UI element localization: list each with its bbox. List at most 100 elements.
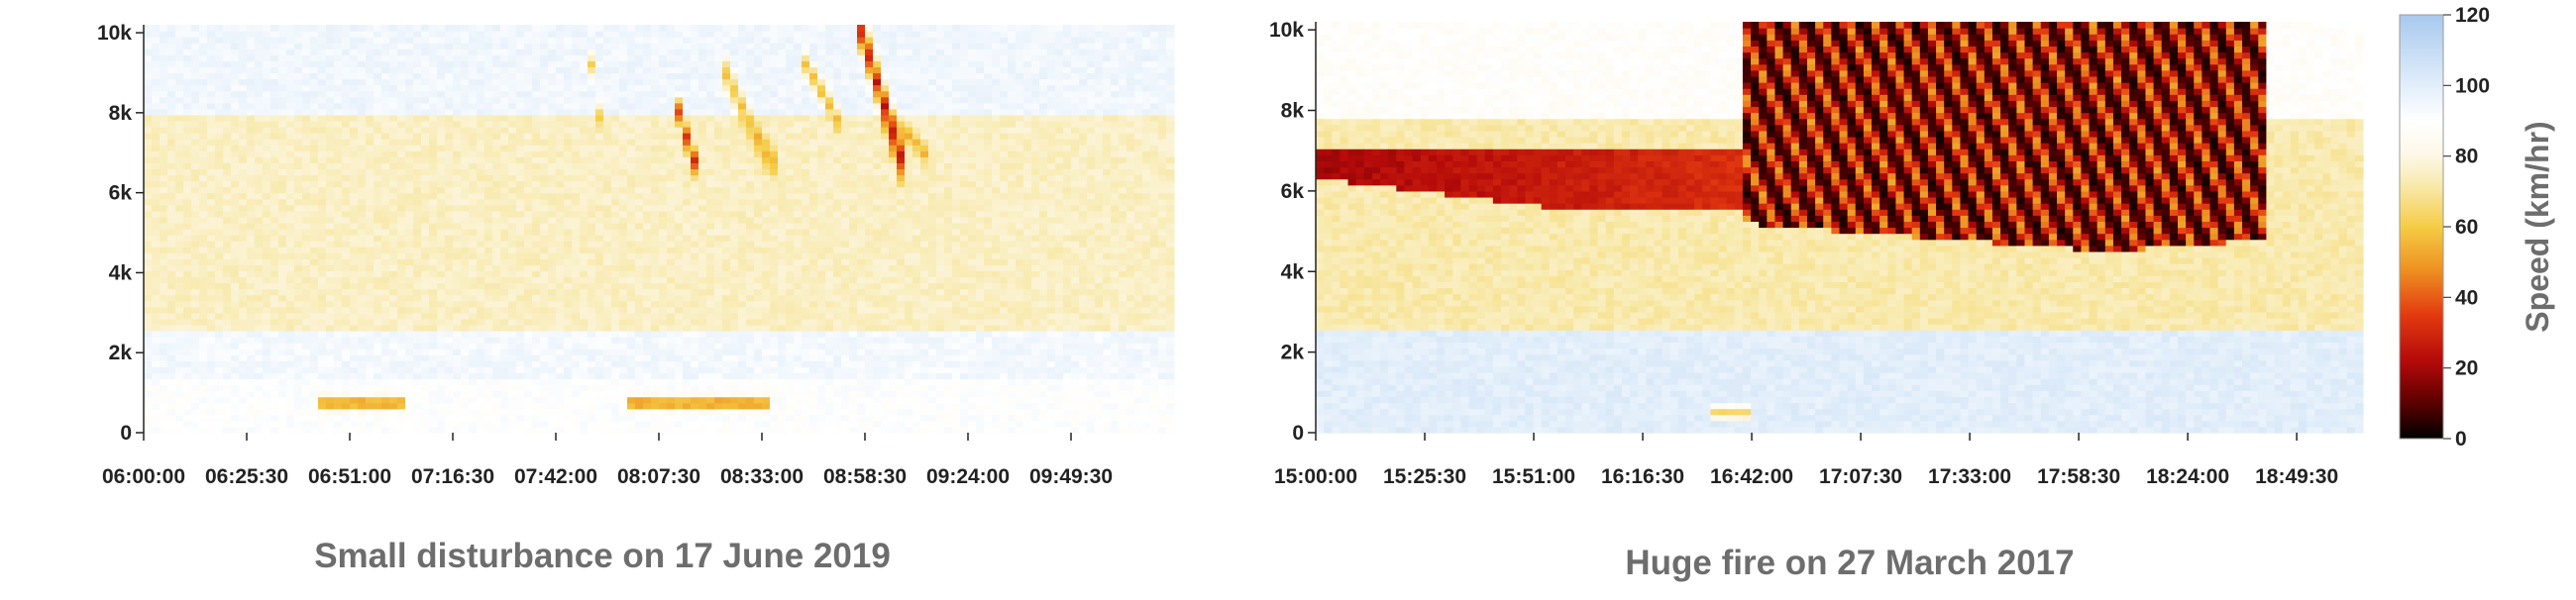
heat-cell <box>278 402 287 410</box>
heat-cell <box>247 133 256 140</box>
heat-cell <box>183 264 192 272</box>
heat-cell <box>421 384 430 392</box>
heat-cell <box>484 360 493 367</box>
heat-cell <box>714 312 723 320</box>
heat-cell <box>167 127 176 134</box>
heat-cell <box>342 306 351 314</box>
heat-cell <box>524 366 533 374</box>
heat-cell <box>445 282 454 290</box>
heat-cell <box>270 360 279 367</box>
heat-cell <box>635 366 644 374</box>
heat-cell <box>540 222 549 230</box>
heat-cell <box>635 426 644 434</box>
heat-cell <box>651 60 660 68</box>
heat-cell <box>627 54 636 61</box>
heat-cell <box>175 282 184 290</box>
heat-cell <box>199 349 208 355</box>
heat-cell <box>152 78 161 86</box>
heat-cell <box>461 426 470 434</box>
heat-cell <box>437 354 446 361</box>
heat-cell <box>564 229 573 236</box>
heat-cell <box>152 294 161 302</box>
heat-cell <box>255 162 264 170</box>
heat-cell <box>714 258 723 265</box>
heat-cell <box>175 156 184 163</box>
heat-cell <box>635 294 644 302</box>
heat-cell <box>683 235 692 242</box>
heat-cell <box>223 318 232 326</box>
heat-cell <box>366 324 375 332</box>
heat-cell <box>215 120 224 128</box>
heat-cell <box>342 54 351 61</box>
heat-cell <box>167 108 176 116</box>
heat-cell <box>183 294 192 302</box>
heat-cell <box>683 139 692 146</box>
heat-cell <box>572 145 581 151</box>
heat-cell <box>160 235 168 242</box>
heat-cell <box>500 270 509 278</box>
heat-cell <box>453 222 462 230</box>
heat-cell <box>191 390 200 398</box>
heat-cell <box>603 252 612 259</box>
heat-cell <box>492 318 501 326</box>
heat-cell <box>500 300 509 308</box>
heat-cell <box>595 247 604 253</box>
heat-cell <box>310 306 319 314</box>
heat-cell <box>350 384 359 392</box>
heat-cell <box>270 270 279 278</box>
heat-cell <box>461 241 470 248</box>
heat-cell <box>318 241 327 248</box>
heat-cell <box>698 168 707 176</box>
heat-cell <box>492 180 501 188</box>
heat-cell <box>247 156 256 163</box>
heat-cell <box>691 133 699 140</box>
heat-cell <box>484 390 493 398</box>
heat-cell <box>207 396 216 404</box>
heat-cell <box>532 378 541 386</box>
heat-cell <box>659 390 668 398</box>
heat-cell <box>643 282 652 290</box>
heat-cell <box>247 198 256 206</box>
heat-cell <box>152 235 161 242</box>
heat-cell <box>675 37 684 44</box>
heat-cell <box>199 294 208 302</box>
heat-cell <box>326 252 335 259</box>
heat-cell <box>167 306 176 314</box>
heat-cell <box>199 72 208 80</box>
heat-cell <box>524 318 533 326</box>
heat-cell <box>469 384 478 392</box>
heat-cell <box>643 127 652 134</box>
heat-cell <box>469 174 478 182</box>
heat-cell <box>239 145 248 151</box>
heat-cell <box>191 235 200 242</box>
heat-cell <box>453 300 462 308</box>
heat-cell <box>239 108 248 116</box>
heat-cell <box>588 168 596 176</box>
heat-cell <box>144 396 153 404</box>
heat-cell <box>175 276 184 284</box>
heat-cell <box>714 25 723 32</box>
heat-cell <box>152 360 161 367</box>
heat-cell <box>334 258 343 265</box>
heat-cell <box>643 384 652 392</box>
heat-cell <box>167 396 176 404</box>
heat-cell <box>572 54 581 61</box>
heat-cell <box>278 343 287 350</box>
heat-cell <box>270 78 279 86</box>
heat-cell <box>437 294 446 302</box>
heat-cell <box>492 72 501 80</box>
heat-cell <box>278 408 287 416</box>
heat-cell <box>588 114 596 122</box>
heat-cell <box>286 198 295 206</box>
heat-cell <box>453 54 462 61</box>
heat-cell <box>207 264 216 272</box>
heat-cell <box>572 60 581 68</box>
heat-cell <box>659 198 668 206</box>
heat-cell <box>437 312 446 320</box>
heat-cell <box>207 216 216 224</box>
heat-cell <box>492 354 501 361</box>
heat-cell <box>270 331 279 338</box>
heat-cell <box>223 150 232 157</box>
heat-cell <box>619 102 628 110</box>
left-heat-cells <box>144 25 1175 434</box>
